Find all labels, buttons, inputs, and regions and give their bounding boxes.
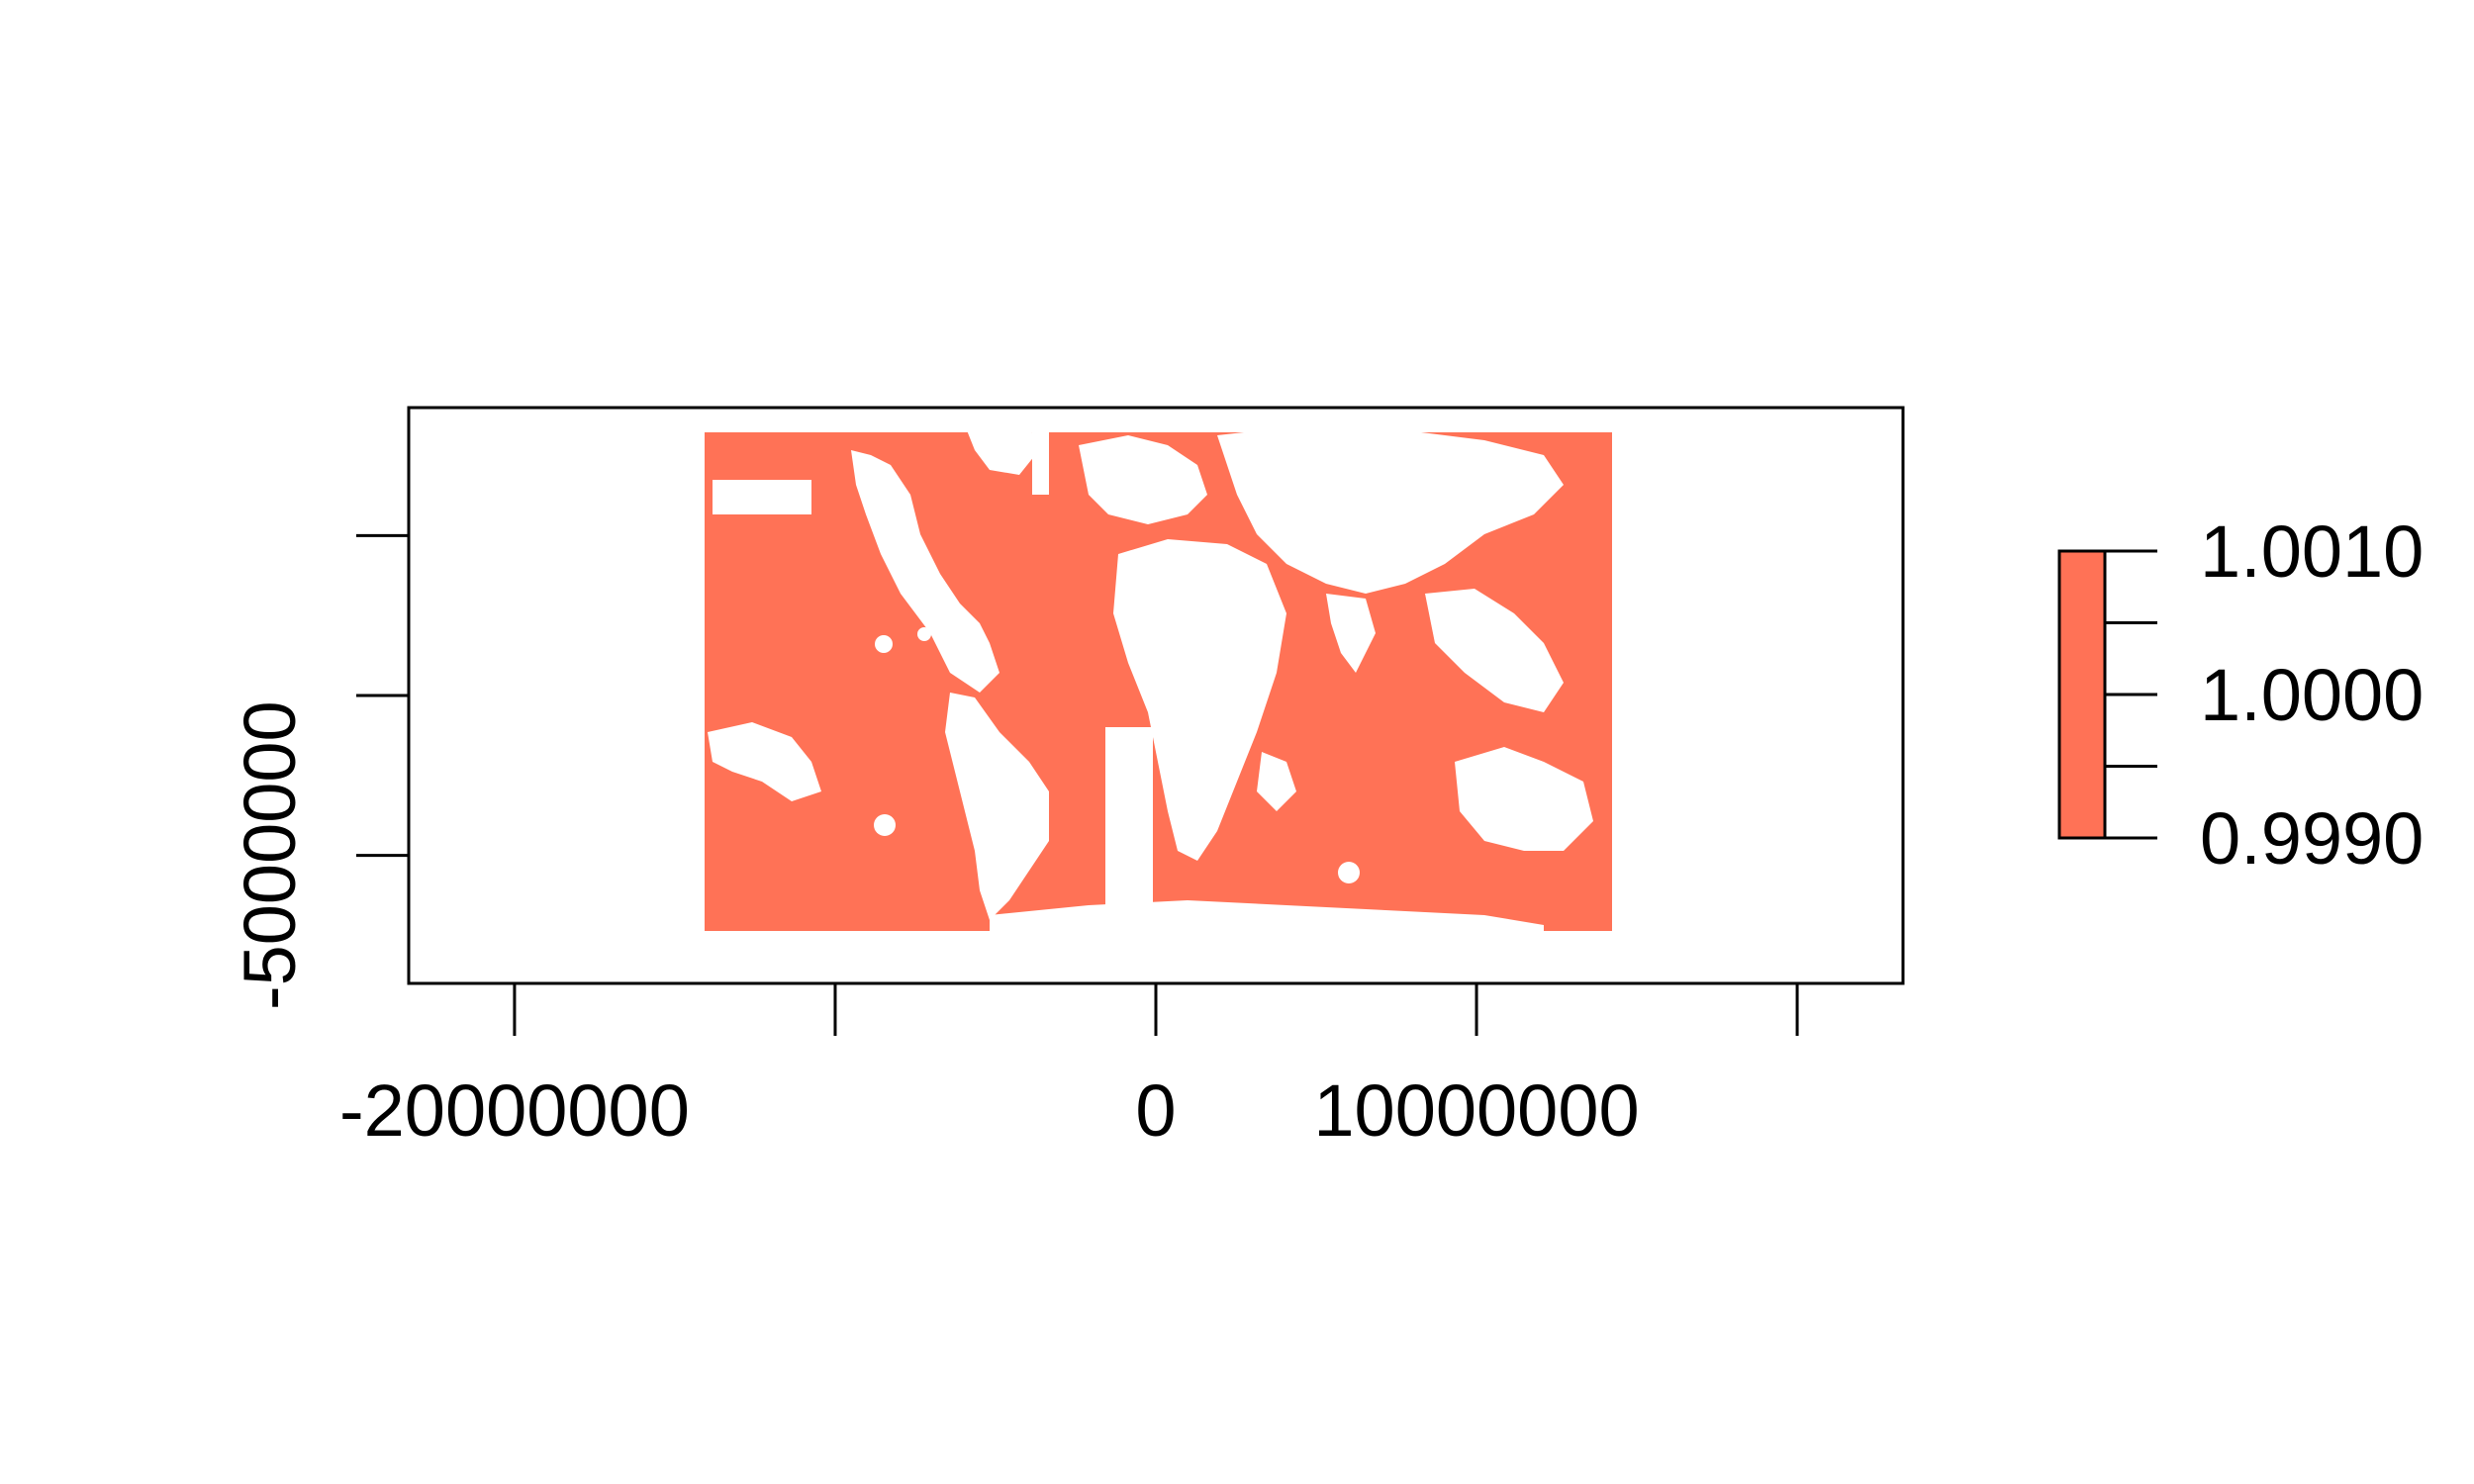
land-shape-island-3 [874, 814, 896, 836]
x-axis: -20000000 0 10000000 [339, 981, 1799, 1152]
land-shape-western-strip [700, 432, 705, 931]
y-tick-label: -5000000 [229, 700, 311, 1010]
land-shape-island-4 [917, 627, 931, 641]
land-shape-east-pacific-gap [1032, 432, 1049, 495]
land-shape-africa [1113, 539, 1286, 861]
color-legend: 1.0010 1.0000 0.9990 [2057, 510, 2424, 880]
legend-ticks: 1.0010 1.0000 0.9990 [2105, 510, 2424, 880]
land-shape-atlantic-gap [1105, 727, 1153, 931]
land-mask-layer [700, 432, 1593, 931]
land-shape-antarctica [990, 900, 1544, 931]
land-shape-europe [1079, 435, 1207, 524]
land-shape-asia [1217, 432, 1564, 594]
land-shape-southeast-asia [1425, 589, 1564, 712]
land-shape-north-america [851, 450, 999, 693]
legend-tick-label: 1.0010 [2200, 510, 2424, 593]
land-shape-pacific-islands [708, 722, 821, 801]
land-shape-madagascar [1257, 752, 1296, 811]
x-tick-label: 0 [1135, 1069, 1176, 1152]
land-shape-south-america [945, 693, 1049, 920]
legend-tick-label: 0.9990 [2200, 797, 2424, 880]
land-shape-island-1 [875, 635, 893, 653]
x-tick-label: -20000000 [339, 1069, 690, 1152]
legend-tick-label: 1.0000 [2200, 654, 2424, 736]
x-tick-label: 10000000 [1313, 1069, 1639, 1152]
land-shape-india [1326, 594, 1376, 673]
raster-layer [700, 432, 1612, 931]
land-shape-north-pacific [713, 480, 811, 514]
legend-color-bar [2057, 549, 2107, 840]
land-shape-island-2 [1338, 862, 1360, 883]
land-shape-greenland [967, 432, 1039, 475]
land-shape-australia [1455, 747, 1593, 851]
y-axis: -5000000 [229, 533, 411, 1010]
